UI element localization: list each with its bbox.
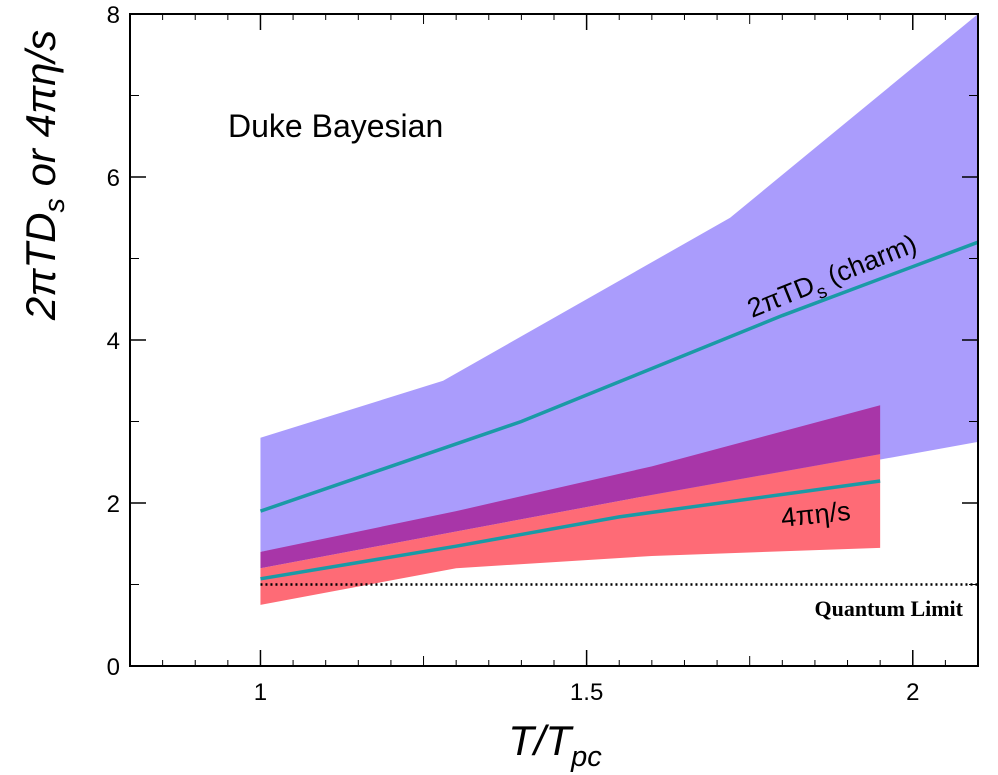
x-tick-label: 1 <box>254 679 267 706</box>
viscosity-mean-line <box>260 479 881 581</box>
y-tick-label: 6 <box>107 165 120 192</box>
chart-annotation: Duke Bayesian <box>228 108 443 144</box>
charm-mean-line <box>259 240 979 513</box>
x-tick-label: 2 <box>906 679 919 706</box>
y-tick-label: 2 <box>107 491 120 518</box>
lines-layer <box>259 240 979 586</box>
y-axis-title: 2πTDs or 4πη/s <box>17 30 71 321</box>
bands-layer <box>260 14 978 605</box>
x-axis-title-main: T/T <box>508 717 574 764</box>
x-axis-title-sub: pc <box>570 741 602 773</box>
y-axis-title-pre: 2πTD <box>17 213 64 321</box>
overlap-band <box>260 405 881 569</box>
y-axis-title-post: or 4πη/s <box>17 30 64 198</box>
ticks-layer: 1 1.5 2 0 2 4 6 8 <box>107 2 979 706</box>
viscosity-curve-label: 4πη/s <box>779 496 851 533</box>
y-tick-label: 4 <box>107 328 120 355</box>
y-axis-title-sub: s <box>39 198 71 213</box>
x-tick-label: 1.5 <box>570 679 603 706</box>
viscosity-band <box>260 454 881 605</box>
y-tick-label: 0 <box>107 654 120 681</box>
y-tick-label: 8 <box>107 2 120 29</box>
x-axis-title: T/Tpc <box>508 717 602 773</box>
charm-band <box>260 14 978 552</box>
quantum-limit-label: Quantum Limit <box>814 596 963 621</box>
